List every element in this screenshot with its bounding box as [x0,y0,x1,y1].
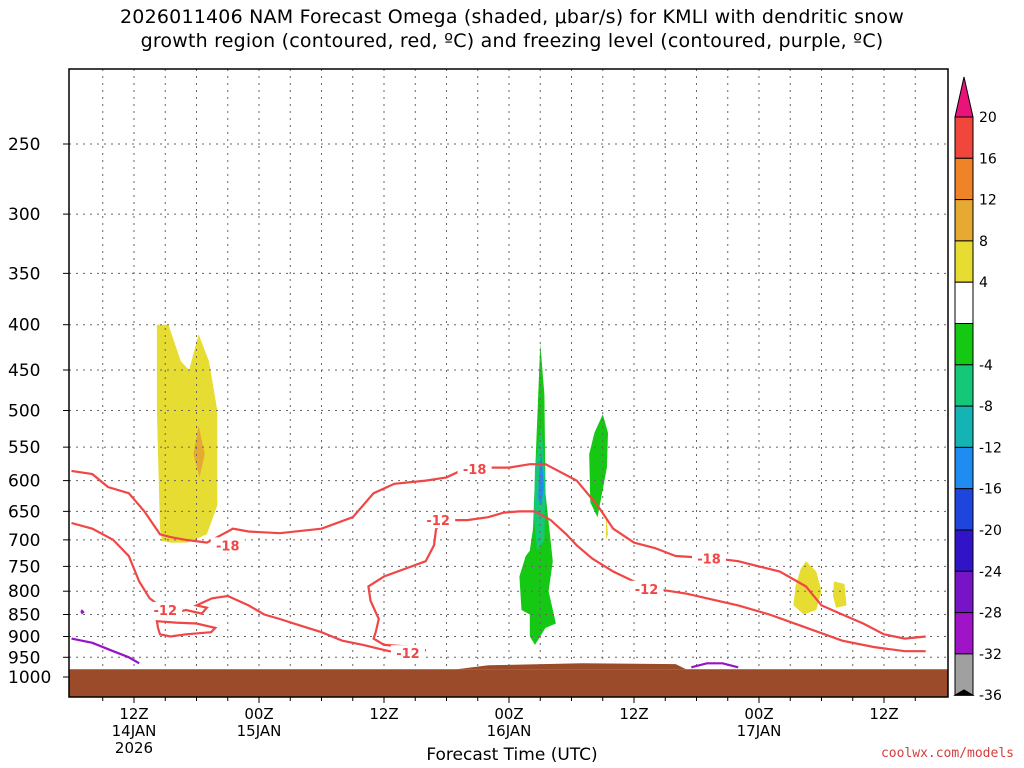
dgz-label-minus18-a: -18 [216,539,240,554]
y-tick-label: 800 [8,582,40,602]
y-tick-label: 250 [8,135,40,155]
dgz-label-minus18-c: -18 [697,553,721,568]
dgz-label-minus12-b: -12 [426,514,450,529]
colorbar-swatch [954,157,974,201]
colorbar-swatch [954,116,974,159]
x-tick-label: 15JAN [237,722,282,740]
dgz-label-minus18-b: -18 [463,463,487,478]
colorbar-swatch [954,612,974,655]
freezing-level-contour-2 [691,662,739,669]
colorbar-label: 12 [979,193,997,209]
x-axis-label: Forecast Time (UTC) [426,745,598,765]
x-tick-label: 14JAN [112,722,157,740]
dgz-label-minus12-b-bg [421,512,456,529]
credit-link[interactable]: coolwx.com/models [880,746,1014,761]
x-tick-label: 2026 [115,739,153,757]
dgz-label-minus12-c: -12 [396,647,420,662]
y-tick-label: 650 [8,502,40,522]
x-tick-label: 12Z [369,705,398,723]
y-tick-label: 500 [8,402,40,422]
colorbar-swatch [954,364,974,407]
colorbar-swatch [954,570,974,614]
colorbar-swatch [954,529,974,572]
colorbar-swatch [954,323,974,366]
colorbar-swatch [954,653,974,696]
colorbar-bottom-arrow [953,689,975,696]
y-tick-label: 750 [8,557,40,577]
colorbar-label: 8 [979,234,988,250]
dgz-label-minus12-a: -12 [154,604,178,619]
y-tick-label: 550 [8,438,40,458]
plot-layer: -18 -18 -18 -12 -12 -12 -12 [69,69,948,697]
y-tick-label: 300 [8,205,40,225]
x-tick-label: 12Z [119,705,148,723]
y-tick-label: 600 [8,472,40,492]
x-tick-label: 17JAN [737,722,782,740]
colorbar-swatch [954,488,974,531]
y-tick-label: 700 [8,531,40,551]
omega-shade-negative-4 [589,414,608,518]
y-tick-label: 850 [8,606,40,626]
colorbar-label: -36 [979,688,1002,704]
colorbar-swatch [954,405,974,448]
omega-shade-negative-3 [538,450,544,506]
chart-title-line1: 2026011406 NAM Forecast Omega (shaded, μ… [120,6,904,28]
freezing-level-contour-1 [71,637,140,665]
y-tick-label: 900 [8,627,40,647]
colorbar-label: -12 [979,440,1002,456]
x-tick-label: 12Z [869,705,898,723]
dgz-label-minus12-c-bg [390,645,425,662]
colorbar-swatch [954,446,974,490]
colorbar-label: -8 [979,399,993,415]
x-tick-label: 00Z [244,705,273,723]
terrain-bump [456,663,687,670]
colorbar-label: -32 [979,647,1002,663]
dgz-label-minus18-c-bg [692,550,726,567]
terrain-fill [69,669,948,697]
omega-shade-positive-1 [156,324,218,543]
colorbar-swatch [954,281,974,325]
colorbar-label: -24 [979,564,1002,580]
freezing-level-contour-3 [80,609,85,615]
y-tick-label: 950 [8,648,40,668]
y-tick-label: 450 [8,361,40,381]
colorbar-label: 20 [979,110,997,126]
omega-shade-positive-3 [605,511,608,540]
colorbar-swatch [954,240,974,283]
x-tick-label: 00Z [494,705,523,723]
colorbar-top-arrow [954,76,974,118]
colorbar-label: -16 [979,482,1002,498]
x-tick-label: 16JAN [487,722,532,740]
dgz-label-minus12-d: -12 [635,583,659,598]
dgz-label-minus18-a-bg [210,537,245,554]
y-tick-label: 1000 [8,668,51,688]
colorbar-swatch [954,199,974,242]
y-tick-label: 350 [8,264,40,284]
y-tick-label: 400 [8,316,40,336]
colorbar-label: 4 [979,275,988,291]
colorbar-label: -20 [979,523,1002,539]
chart-title-line2: growth region (contoured, red, ºC) and f… [140,30,884,52]
x-tick-label: 00Z [744,705,773,723]
x-tick-label: 12Z [619,705,648,723]
dgz-label-minus12-d-bg [629,580,664,597]
dgz-label-minus18-b-bg [457,460,492,477]
omega-shade-positive-2 [193,425,205,478]
colorbar-label: 16 [979,151,997,167]
dgz-contour-minus12-closed [155,619,218,638]
dgz-label-minus12-a-bg [148,601,183,618]
colorbar-label: -4 [979,358,993,374]
colorbar-label: -28 [979,606,1002,622]
omega-shade-positive-5 [833,581,847,608]
